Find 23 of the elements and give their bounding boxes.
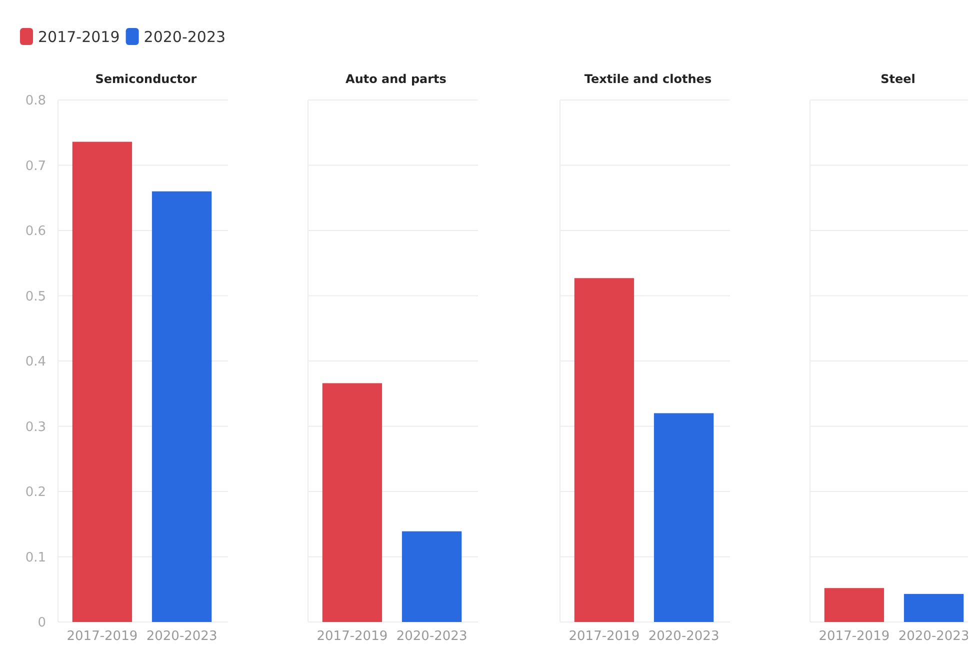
y-tick-label: 0.6 [25,224,46,240]
x-tick-label: 2017-2019 [66,629,138,644]
y-tick-label: 0.3 [25,420,46,435]
legend-label: 2017-2019 [38,28,120,46]
chart-title: Semiconductor [95,72,197,86]
x-tick-label: 2020-2023 [648,629,720,644]
y-tick-label: 0.2 [25,485,46,500]
x-tick-label: 2020-2023 [898,629,970,644]
chart-title: Auto and parts [346,72,446,86]
y-tick-label: 0 [38,616,46,631]
y-tick-label: 0.7 [25,158,46,174]
x-tick-label: 2020-2023 [146,629,218,644]
x-tick-label: 2017-2019 [568,629,640,644]
y-tick-label: 0.4 [25,354,46,370]
chart-title: Steel [880,72,916,86]
y-tick-label: 0.8 [25,94,46,109]
legend-label: 2020-2023 [144,28,226,46]
y-tick-label: 0.1 [25,550,46,566]
chart-title: Textile and clothes [584,72,712,86]
y-tick-label: 0.5 [25,289,46,304]
x-tick-label: 2017-2019 [316,629,388,644]
x-tick-label: 2020-2023 [396,629,468,644]
x-tick-label: 2017-2019 [818,629,890,644]
